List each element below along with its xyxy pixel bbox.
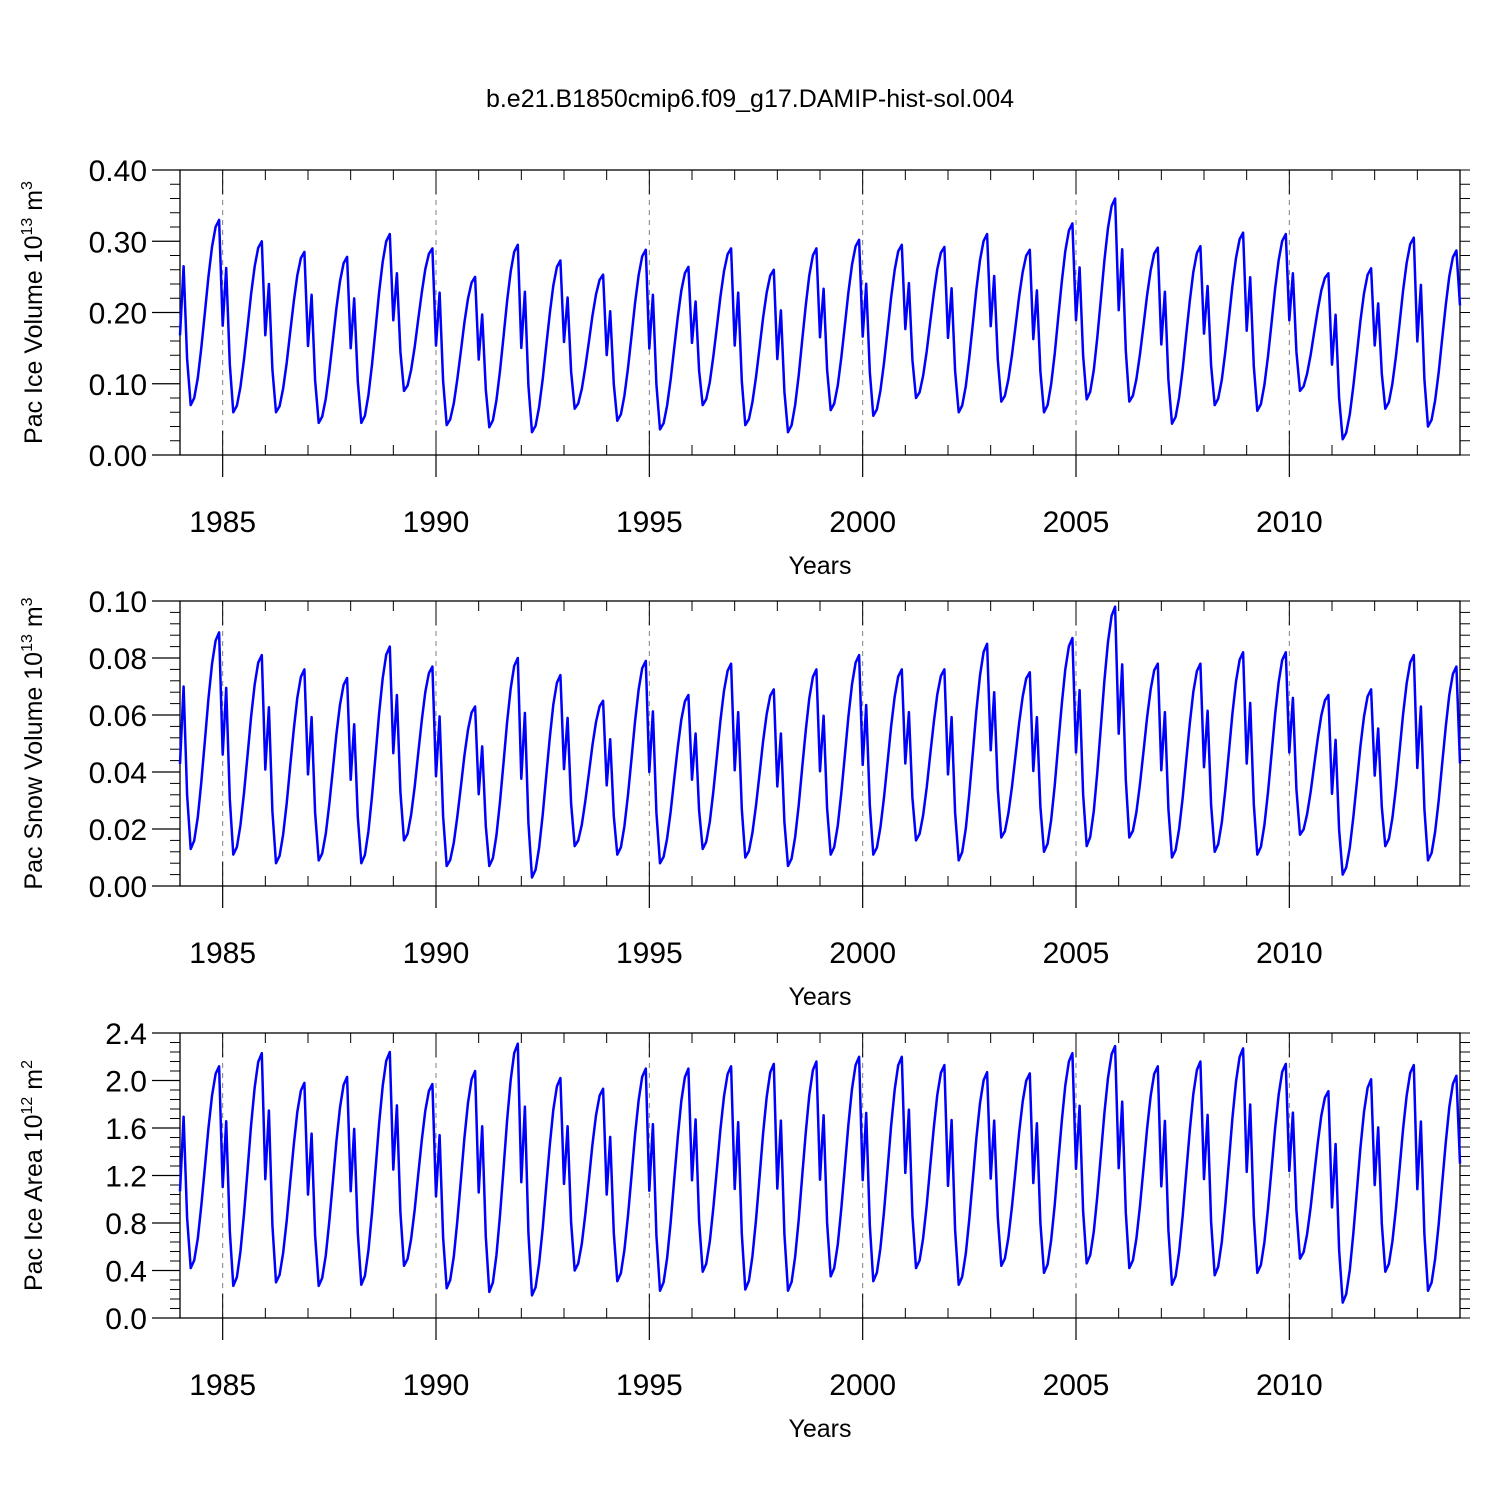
x-tick-label: 1985 (189, 937, 256, 970)
x-tick-label: 2010 (1256, 937, 1323, 970)
y-axis-label: Pac Snow Volume 1013 m3 (19, 597, 48, 889)
y-axis-label-part: Pac Snow Volume 10 (20, 652, 48, 890)
y-tick-label: 0.00 (89, 440, 147, 473)
y-axis-label-superscript: 2 (19, 1060, 36, 1069)
y-axis-label-superscript: 13 (19, 218, 36, 236)
y-tick-label: 0.20 (89, 298, 147, 331)
panels: 0.00 0.10 0.20 0.30 0.40 1985 1990 1995 2000 2005… (19, 155, 1470, 1443)
y-tick-label: 0.02 (89, 814, 147, 847)
x-axis-label: Years (788, 1415, 851, 1443)
series-line (178, 1042, 1462, 1304)
x-tick-label: 2005 (1043, 1369, 1110, 1402)
y-tick-label: 1.2 (105, 1161, 147, 1194)
y-tick-label: 0.10 (89, 586, 147, 619)
x-axis-label: Years (788, 552, 851, 580)
y-axis-label-superscript: 12 (19, 1097, 36, 1115)
y-tick-label: 0.30 (89, 226, 147, 259)
x-tick-label: 1990 (403, 937, 470, 970)
x-tick-label: 1995 (616, 506, 683, 539)
y-tick-label: 0.40 (89, 155, 147, 188)
x-tick-label: 2010 (1256, 1369, 1323, 1402)
y-tick-label: 0.06 (89, 700, 147, 733)
y-tick-label: 2.0 (105, 1066, 147, 1099)
x-tick-label: 2005 (1043, 506, 1110, 539)
y-tick-label: 0.08 (89, 643, 147, 676)
y-axis-label-superscript: 13 (19, 634, 36, 652)
y-tick-label: 0.00 (89, 871, 147, 904)
y-tick-label: 0.0 (105, 1303, 147, 1336)
x-tick-label: 2000 (829, 506, 896, 539)
y-axis-label-superscript: 3 (19, 181, 36, 190)
x-tick-label: 2005 (1043, 937, 1110, 970)
y-axis-label-part: m (20, 190, 48, 218)
figure-title: b.e21.B1850cmip6.f09_g17.DAMIP-hist-sol.… (486, 85, 1014, 113)
y-tick-label: 0.4 (105, 1256, 147, 1289)
y-tick-label: 0.04 (89, 757, 147, 790)
x-tick-label: 1990 (403, 1369, 470, 1402)
x-tick-label: 1985 (189, 1369, 256, 1402)
y-axis-label: Pac Ice Area 1012 m2 (19, 1060, 48, 1291)
y-axis-label-part: m (20, 1069, 48, 1097)
x-tick-label: 2000 (829, 937, 896, 970)
y-axis-label-part: m (20, 606, 48, 634)
x-tick-label: 2000 (829, 1369, 896, 1402)
x-tick-label: 1985 (189, 506, 256, 539)
y-tick-label: 0.8 (105, 1208, 147, 1241)
x-axis-label: Years (788, 983, 851, 1011)
y-tick-label: 0.10 (89, 369, 147, 402)
y-axis-label-superscript: 3 (19, 597, 36, 606)
x-tick-label: 2010 (1256, 506, 1323, 539)
y-tick-label: 1.6 (105, 1113, 147, 1146)
x-tick-label: 1990 (403, 506, 470, 539)
x-tick-label: 1995 (616, 1369, 683, 1402)
y-axis-label-part: Pac Ice Volume 10 (20, 236, 48, 444)
series-line (178, 197, 1462, 441)
series-line (178, 605, 1462, 879)
y-axis-label: Pac Ice Volume 1013 m3 (19, 181, 48, 444)
y-tick-label: 2.4 (105, 1018, 147, 1051)
panel-3: 0.0 0.4 0.8 1.2 1.6 2.0 2.4 1985 1990 1995 2000 200… (19, 1018, 1470, 1443)
panel-1: 0.00 0.10 0.20 0.30 0.40 1985 1990 1995 2000 2005… (19, 155, 1470, 580)
x-tick-label: 1995 (616, 937, 683, 970)
panel-2: 0.00 0.02 0.04 0.06 0.08 0.10 1985 1990 1995 2000… (19, 586, 1470, 1011)
y-axis-label-part: Pac Ice Area 10 (20, 1114, 48, 1291)
